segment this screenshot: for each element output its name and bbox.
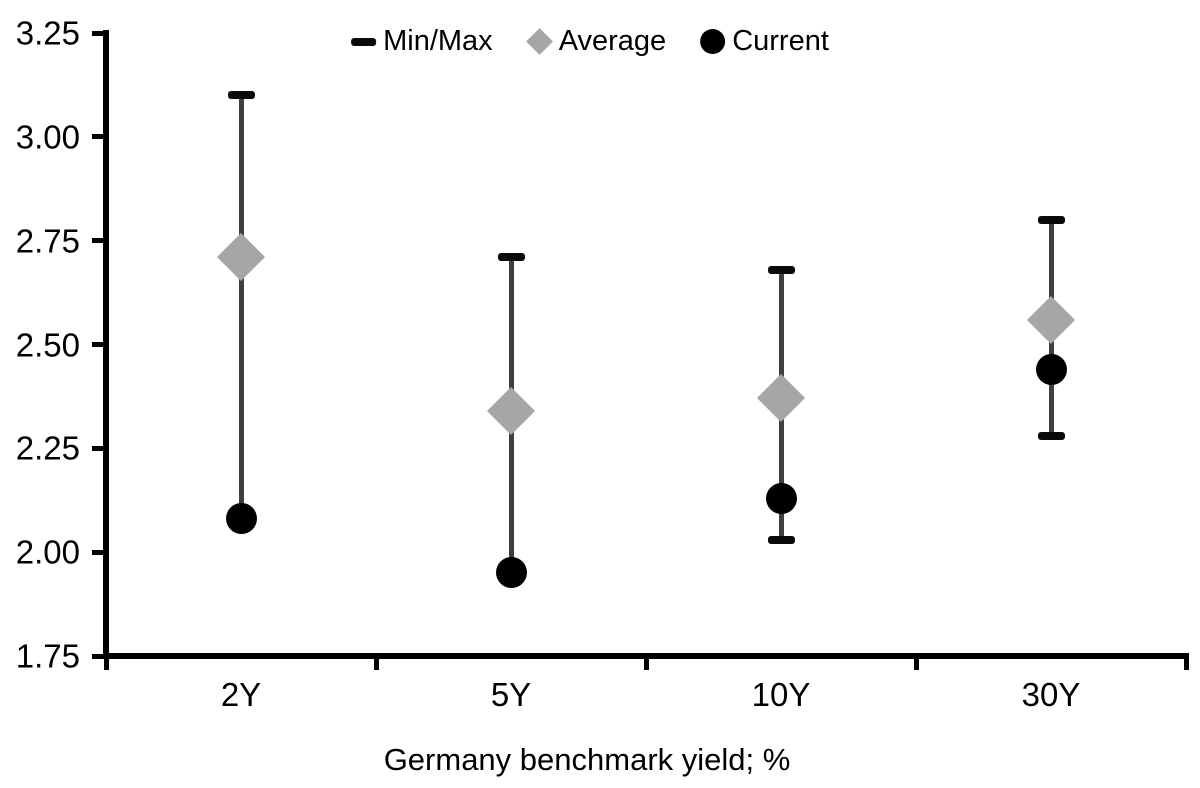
max-cap-30Y bbox=[1037, 215, 1065, 224]
x-axis-tick bbox=[643, 659, 649, 670]
y-axis-tick bbox=[92, 549, 106, 555]
x-axis-tick bbox=[1183, 659, 1189, 670]
current-circle-icon bbox=[700, 29, 726, 54]
y-axis-tick-label: 2.25 bbox=[15, 429, 80, 467]
y-axis-tick bbox=[92, 134, 106, 140]
current-marker-5Y bbox=[495, 557, 527, 589]
legend: Min/Max Average Current bbox=[351, 27, 829, 56]
legend-item-average: Average bbox=[525, 25, 667, 57]
legend-label: Current bbox=[732, 25, 829, 57]
y-axis-line bbox=[103, 30, 109, 659]
x-axis-tick bbox=[913, 659, 919, 670]
y-axis-tick-label: 2.75 bbox=[15, 222, 80, 260]
y-axis-tick bbox=[92, 342, 106, 347]
x-axis-tick-label: 5Y bbox=[490, 676, 532, 713]
y-axis-tick-label: 2.50 bbox=[15, 326, 80, 363]
minmax-dash-icon bbox=[351, 37, 377, 46]
current-marker-30Y bbox=[1035, 353, 1067, 385]
y-axis-tick-label: 3.25 bbox=[15, 14, 80, 52]
x-axis-tick-label: 30Y bbox=[1021, 676, 1081, 713]
x-axis-tick-label: 10Y bbox=[751, 676, 811, 713]
y-axis-tick bbox=[92, 238, 106, 244]
average-marker-30Y bbox=[1026, 295, 1076, 344]
x-axis-tick bbox=[373, 659, 379, 670]
legend-item-current: Current bbox=[700, 27, 829, 56]
y-axis-tick bbox=[92, 653, 106, 659]
average-marker-5Y bbox=[486, 386, 536, 435]
x-axis-tick bbox=[103, 659, 109, 670]
max-cap-2Y bbox=[227, 91, 255, 100]
current-marker-2Y bbox=[225, 503, 257, 535]
y-axis-tick-label: 1.75 bbox=[15, 637, 80, 675]
current-marker-10Y bbox=[765, 482, 797, 514]
y-axis-tick bbox=[92, 445, 106, 451]
legend-item-min-max: Min/Max bbox=[351, 27, 493, 56]
max-cap-10Y bbox=[767, 265, 795, 274]
min-cap-30Y bbox=[1037, 431, 1065, 440]
max-cap-5Y bbox=[497, 253, 525, 262]
x-axis-line bbox=[103, 653, 1189, 659]
y-axis-tick bbox=[92, 30, 106, 36]
average-marker-10Y bbox=[756, 374, 806, 423]
legend-label: Average bbox=[558, 25, 667, 57]
x-axis-tick-label: 2Y bbox=[220, 676, 262, 713]
range-line-2Y bbox=[238, 95, 244, 519]
min-cap-10Y bbox=[767, 535, 795, 544]
y-axis-tick-label: 3.00 bbox=[15, 118, 80, 156]
y-axis-tick-label: 2.00 bbox=[15, 533, 80, 571]
x-axis-title: Germany benchmark yield; % bbox=[383, 742, 791, 777]
average-marker-2Y bbox=[216, 233, 266, 282]
legend-label: Min/Max bbox=[383, 25, 493, 57]
